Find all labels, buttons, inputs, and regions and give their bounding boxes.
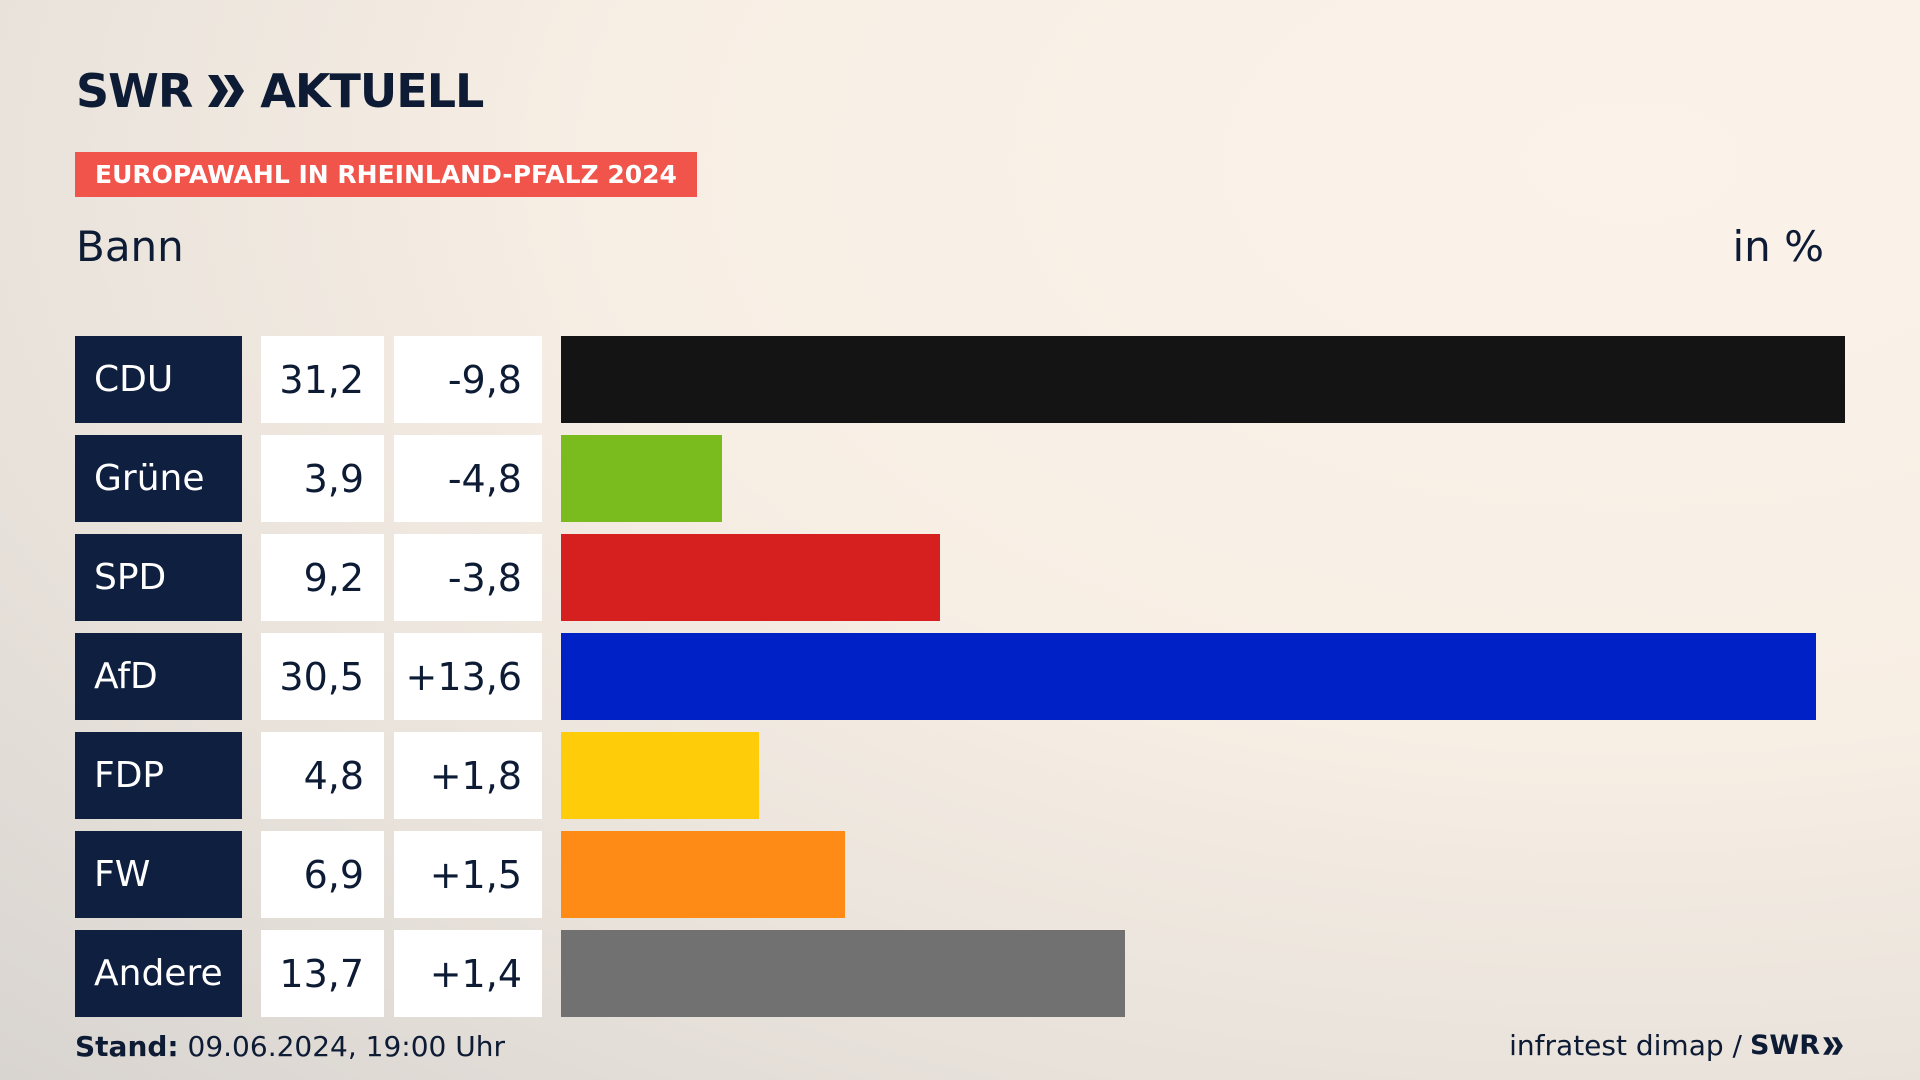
party-label: Andere	[75, 930, 242, 1017]
stand-value: 09.06.2024, 19:00 Uhr	[187, 1030, 505, 1063]
party-label: FW	[75, 831, 242, 918]
bar-cdu	[561, 336, 1845, 423]
timestamp: Stand: 09.06.2024, 19:00 Uhr	[75, 1030, 505, 1063]
bar-andere	[561, 930, 1125, 1017]
brand-name: SWR	[76, 64, 193, 118]
party-label: Grüne	[75, 435, 242, 522]
source-credit: infratest dimap / SWR	[1509, 1029, 1844, 1062]
result-row: FDP 4,8 +1,8	[75, 732, 1845, 819]
vote-share-label: 30,5	[261, 633, 384, 720]
bar-grüne	[561, 435, 722, 522]
party-label: AfD	[75, 633, 242, 720]
vote-share-label: 3,9	[261, 435, 384, 522]
region-title: Bann	[76, 222, 184, 271]
election-tag: EUROPAWAHL IN RHEINLAND-PFALZ 2024	[75, 152, 697, 197]
double-chevron-icon	[208, 75, 245, 107]
source-text: infratest dimap /	[1509, 1029, 1742, 1062]
result-row: Andere 13,7 +1,4	[75, 930, 1845, 1017]
swr-aktuell-logo: SWR AKTUELL	[76, 64, 484, 118]
party-label: FDP	[75, 732, 242, 819]
change-label: -3,8	[394, 534, 542, 621]
brand-suffix: AKTUELL	[260, 64, 484, 118]
vote-share-label: 6,9	[261, 831, 384, 918]
change-label: -4,8	[394, 435, 542, 522]
result-row: AfD 30,5 +13,6	[75, 633, 1845, 720]
source-brand: SWR	[1750, 1030, 1844, 1061]
unit-label: in %	[1732, 222, 1824, 271]
vote-share-label: 31,2	[261, 336, 384, 423]
vote-share-label: 9,2	[261, 534, 384, 621]
party-label: CDU	[75, 336, 242, 423]
vote-share-label: 4,8	[261, 732, 384, 819]
bar-fw	[561, 831, 845, 918]
change-label: +13,6	[394, 633, 542, 720]
result-row: FW 6,9 +1,5	[75, 831, 1845, 918]
bar-afd	[561, 633, 1816, 720]
source-brand-name: SWR	[1749, 1030, 1820, 1061]
result-row: CDU 31,2 -9,8	[75, 336, 1845, 423]
result-row: Grüne 3,9 -4,8	[75, 435, 1845, 522]
change-label: +1,4	[394, 930, 542, 1017]
result-row: SPD 9,2 -3,8	[75, 534, 1845, 621]
change-label: -9,8	[394, 336, 542, 423]
vote-share-label: 13,7	[261, 930, 384, 1017]
change-label: +1,8	[394, 732, 542, 819]
change-label: +1,5	[394, 831, 542, 918]
bar-fdp	[561, 732, 759, 819]
double-chevron-icon	[1823, 1036, 1843, 1055]
bar-spd	[561, 534, 940, 621]
stand-label: Stand:	[75, 1030, 179, 1063]
party-label: SPD	[75, 534, 242, 621]
